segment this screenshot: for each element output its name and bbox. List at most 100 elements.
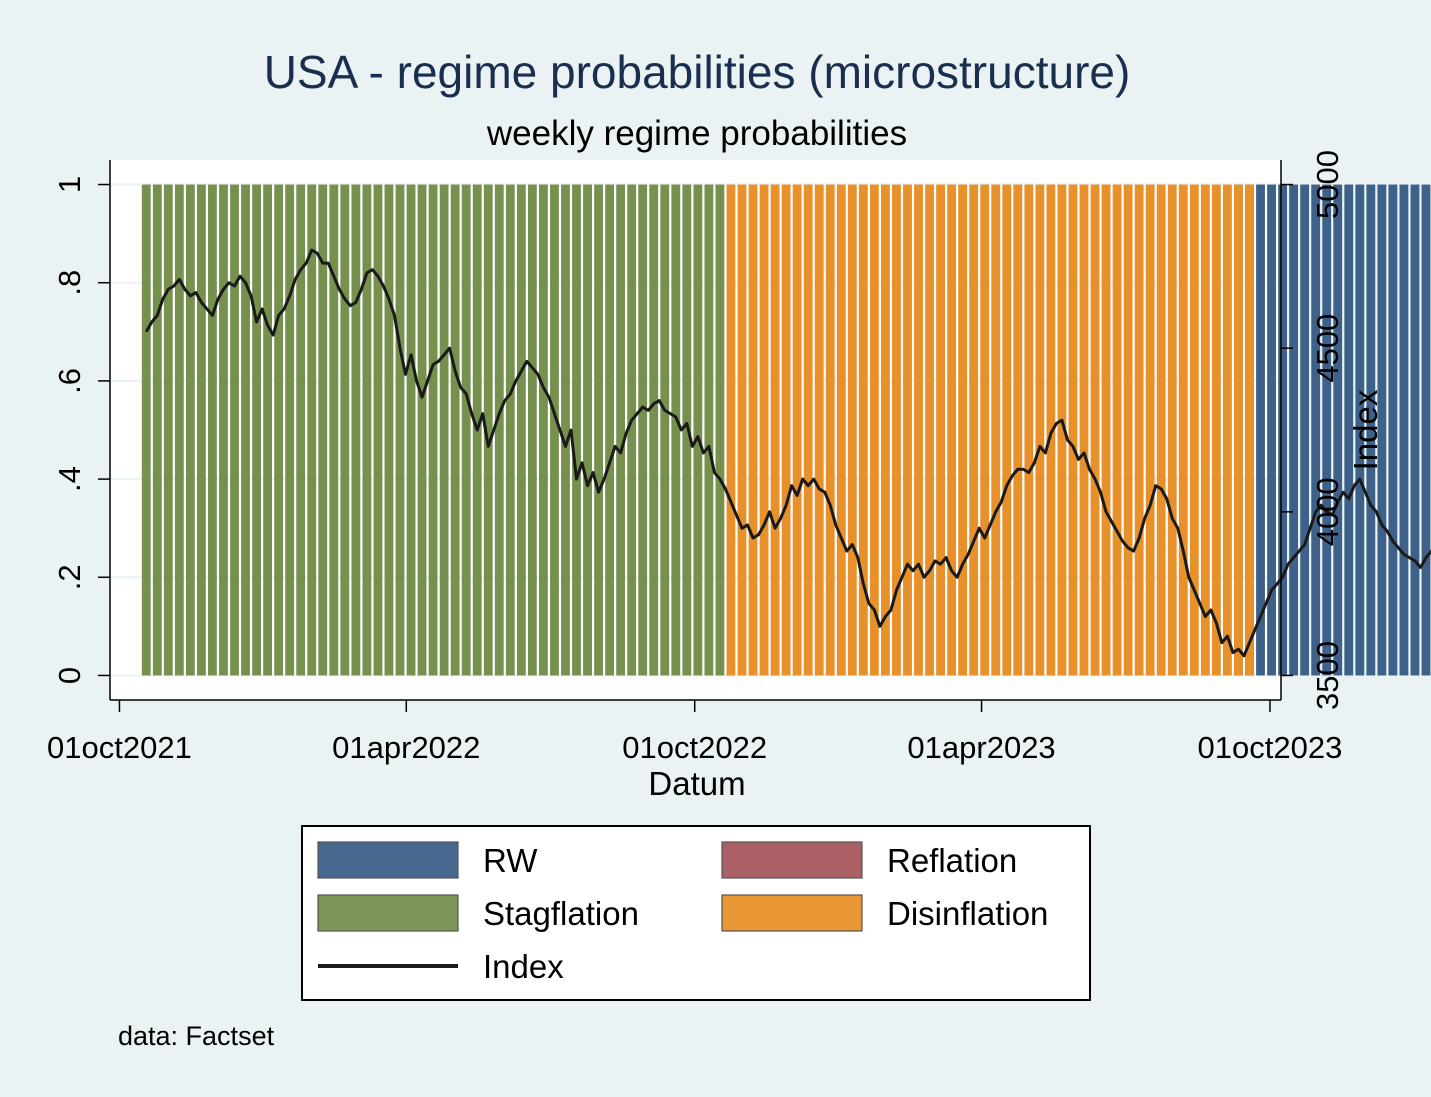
regime-bar-stagflation [583,184,592,676]
legend-label-reflation: Reflation [887,842,1017,879]
regime-bar-disinflation [1068,184,1078,676]
legend-label-rw: RW [483,842,538,879]
regime-bar-disinflation [792,184,802,676]
chart-subtitle: weekly regime probabilities [486,114,907,153]
regime-bar-disinflation [1079,184,1089,676]
legend-label-disinflation: Disinflation [887,895,1048,932]
regime-bar-rw [1333,184,1343,676]
regime-bar-stagflation [550,184,559,676]
regime-bar-disinflation [1112,184,1122,676]
regime-bar-rw [1355,184,1365,676]
x-axis-title: Datum [648,765,745,802]
regime-bar-stagflation [483,184,493,676]
regime-bar-disinflation [1211,184,1221,676]
regime-bar-stagflation [649,184,659,676]
right-ticks: 3500 4000 4500 5000 [1281,150,1345,710]
left-tick-label: .2 [52,564,87,590]
regime-bar-disinflation [726,184,736,676]
regime-bar-disinflation [947,184,957,676]
chart-title: USA - regime probabilities (microstructu… [264,46,1131,98]
regime-bar-disinflation [914,184,923,676]
regime-bar-disinflation [1057,184,1067,676]
regime-bar-stagflation [384,184,394,676]
regime-bar-stagflation [141,184,151,676]
regime-bar-rw [1278,184,1287,676]
regime-bar-disinflation [1245,184,1254,676]
regime-bar-disinflation [1002,184,1012,676]
legend: RW Reflation Stagflation Disinflation Index [301,825,1091,1001]
regime-bar-stagflation [450,184,460,676]
index-line [144,248,1431,658]
regime-bar-disinflation [1223,184,1232,676]
regime-bar-stagflation [219,184,228,676]
x-tick-label: 01oct2021 [47,730,192,765]
regime-bar-stagflation [362,184,372,676]
regime-bar-disinflation [1090,184,1100,676]
regime-bar-rw [1256,184,1265,676]
regime-bar-stagflation [660,184,670,676]
regime-bar-stagflation [296,184,306,676]
regime-bar-disinflation [770,184,780,676]
regime-bar-disinflation [892,184,901,676]
regime-bars [141,184,1431,676]
regime-bar-stagflation [230,184,239,676]
regime-bar-disinflation [991,184,1001,676]
regime-bar-stagflation [285,184,295,676]
legend-label-stagflation: Stagflation [483,895,639,932]
regime-bar-stagflation [494,184,504,676]
regime-bar-disinflation [936,184,945,676]
regime-bar-disinflation [803,184,813,676]
right-axis-title: Index [1347,389,1384,470]
regime-bar-stagflation [572,184,581,676]
regime-bar-stagflation [539,184,548,676]
regime-bar-stagflation [638,184,648,676]
regime-bar-disinflation [759,184,769,676]
regime-bar-rw [1311,184,1321,676]
legend-key-rw [317,841,459,879]
regime-bar-disinflation [1156,184,1166,676]
regime-bar-stagflation [373,184,383,676]
regime-bar-stagflation [693,184,703,676]
regime-bar-stagflation [682,184,692,676]
regime-bar-disinflation [1046,184,1056,676]
legend-key-disinflation [721,894,863,932]
regime-bar-disinflation [748,184,758,676]
left-tick-label: .4 [52,466,87,492]
regime-bar-stagflation [163,184,173,676]
regime-bar-stagflation [417,184,427,676]
right-tick-label: 5000 [1310,150,1345,219]
regime-bar-disinflation [869,184,879,676]
regime-bar-rw [1388,184,1398,676]
regime-bar-stagflation [395,184,405,676]
regime-bar-disinflation [881,184,890,676]
x-tick-label: 01apr2022 [332,730,480,765]
regime-bar-stagflation [461,184,471,676]
left-tick-label: 0 [52,667,87,684]
regime-bar-disinflation [1035,184,1045,676]
regime-bar-disinflation [1123,184,1133,676]
index-line-layer [144,248,1431,658]
regime-bar-disinflation [814,184,824,676]
regime-bar-stagflation [329,184,339,676]
x-ticks: 01oct2021 01apr2022 01oct2022 01apr2023 01oc… [47,700,1342,765]
x-tick-label: 01apr2023 [907,730,1055,765]
legend-key-reflation [721,841,863,879]
regime-bar-disinflation [1167,184,1177,676]
regime-bar-rw [1344,184,1354,676]
regime-bar-disinflation [737,184,747,676]
regime-bar-stagflation [428,184,438,676]
regime-bar-stagflation [351,184,361,676]
regime-bar-rw [1421,184,1431,676]
regime-bar-rw [1377,184,1387,676]
regime-bar-disinflation [1145,184,1155,676]
regime-bar-stagflation [196,184,206,676]
left-tick-label: .8 [52,270,87,296]
regime-bar-rw [1289,184,1299,676]
regime-bar-rw [1267,184,1276,676]
left-tick-label: 1 [52,176,87,193]
regime-bar-disinflation [980,184,990,676]
source-note: data: Factset [118,1021,275,1051]
regime-bar-disinflation [1134,184,1144,676]
regime-bar-disinflation [847,184,857,676]
